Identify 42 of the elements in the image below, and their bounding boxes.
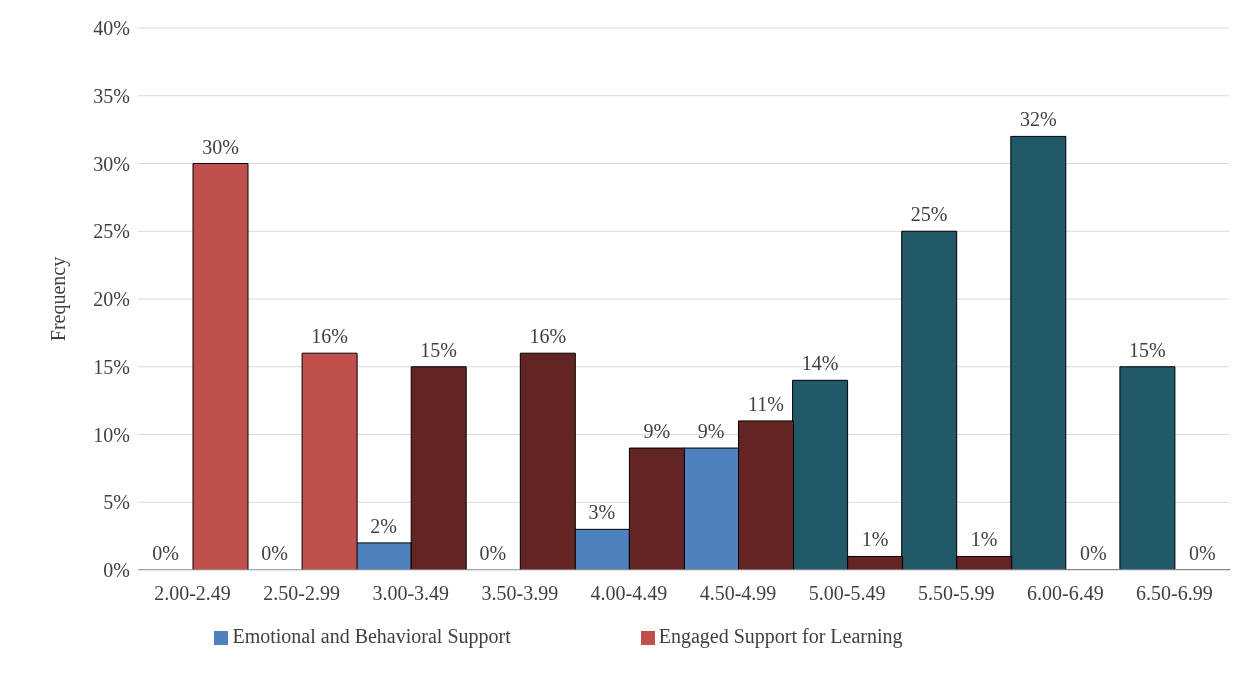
- data-label: 30%: [202, 135, 239, 158]
- data-label: 9%: [697, 420, 725, 443]
- y-tick-label: 20%: [93, 288, 130, 311]
- legend-label: Engaged Support for Learning: [658, 625, 903, 647]
- data-label: 1%: [970, 528, 998, 551]
- y-tick-label: 40%: [93, 17, 130, 40]
- data-label: 0%: [1079, 542, 1107, 564]
- x-tick-label: 2.00-2.49: [154, 582, 231, 605]
- data-label: 11%: [748, 392, 784, 415]
- data-label: 3%: [588, 501, 616, 524]
- x-tick-label: 2.50-2.99: [263, 582, 340, 605]
- data-label: 1%: [861, 528, 889, 551]
- data-label: 14%: [801, 352, 839, 375]
- data-label: 9%: [643, 420, 671, 443]
- data-label: 32%: [1019, 108, 1057, 131]
- data-label: 0%: [261, 542, 288, 564]
- y-tick-label: 0%: [103, 559, 130, 582]
- x-tick-label: 6.50-6.99: [1136, 582, 1213, 605]
- data-label: 25%: [910, 203, 948, 226]
- x-tick-label: 6.00-6.49: [1027, 582, 1104, 605]
- y-tick-label: 5%: [103, 491, 130, 514]
- x-tick-label: 5.00-5.49: [808, 582, 886, 605]
- y-tick-label: 35%: [93, 84, 130, 107]
- y-tick-label: 15%: [93, 355, 130, 378]
- data-label: 2%: [370, 514, 398, 537]
- x-tick-label: 3.50-3.99: [481, 582, 559, 605]
- data-label: 15%: [1129, 338, 1166, 361]
- x-tick-label: 4.50-4.99: [699, 582, 777, 605]
- y-tick-label: 10%: [93, 423, 130, 446]
- data-label: 0%: [1189, 542, 1216, 564]
- x-tick-label: 4.00-4.49: [590, 582, 668, 605]
- y-tick-label: 30%: [93, 152, 130, 175]
- x-tick-label: 3.00-3.49: [372, 582, 450, 605]
- data-label: 0%: [479, 542, 507, 564]
- x-tick-label: 5.50-5.99: [917, 582, 995, 605]
- data-label: 16%: [311, 325, 348, 348]
- data-label: 0%: [152, 542, 179, 564]
- y-tick-label: 25%: [93, 220, 130, 243]
- y-axis-title: Frequency: [47, 256, 71, 342]
- legend-label: Emotional and Behavioral Support: [232, 625, 511, 647]
- data-label: 15%: [420, 338, 458, 361]
- data-label: 16%: [529, 325, 567, 348]
